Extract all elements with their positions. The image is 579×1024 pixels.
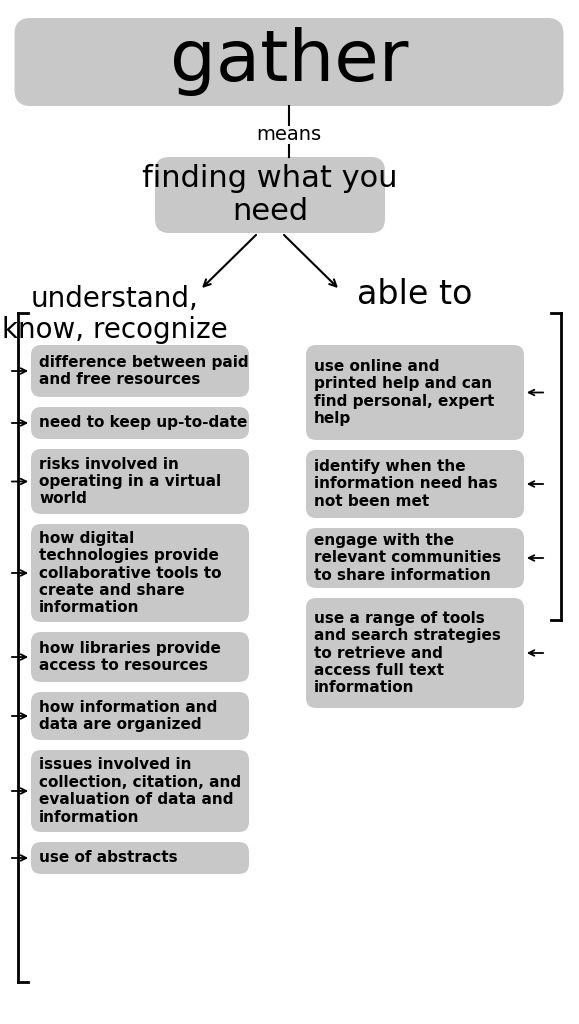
FancyBboxPatch shape	[31, 407, 249, 439]
Text: finding what you
need: finding what you need	[142, 164, 398, 226]
Text: risks involved in
operating in a virtual
world: risks involved in operating in a virtual…	[39, 457, 221, 507]
FancyBboxPatch shape	[306, 598, 524, 708]
Text: means: means	[256, 126, 321, 144]
Text: understand,
know, recognize: understand, know, recognize	[2, 285, 228, 344]
FancyBboxPatch shape	[14, 18, 563, 106]
Text: use of abstracts: use of abstracts	[39, 851, 178, 865]
Text: difference between paid
and free resources: difference between paid and free resourc…	[39, 354, 248, 387]
Text: how libraries provide
access to resources: how libraries provide access to resource…	[39, 641, 221, 673]
Text: engage with the
relevant communities
to share information: engage with the relevant communities to …	[314, 534, 501, 583]
FancyBboxPatch shape	[306, 345, 524, 440]
Text: use online and
printed help and can
find personal, expert
help: use online and printed help and can find…	[314, 358, 494, 426]
Text: use a range of tools
and search strategies
to retrieve and
access full text
info: use a range of tools and search strategi…	[314, 610, 501, 695]
FancyBboxPatch shape	[31, 750, 249, 831]
Text: issues involved in
collection, citation, and
evaluation of data and
information: issues involved in collection, citation,…	[39, 758, 241, 824]
FancyBboxPatch shape	[31, 842, 249, 874]
Text: how digital
technologies provide
collaborative tools to
create and share
informa: how digital technologies provide collabo…	[39, 530, 222, 615]
Text: gather: gather	[170, 28, 408, 96]
Text: how information and
data are organized: how information and data are organized	[39, 699, 217, 732]
FancyBboxPatch shape	[306, 450, 524, 518]
FancyBboxPatch shape	[31, 345, 249, 397]
FancyBboxPatch shape	[31, 449, 249, 514]
FancyBboxPatch shape	[155, 157, 385, 233]
FancyBboxPatch shape	[31, 632, 249, 682]
FancyBboxPatch shape	[31, 692, 249, 740]
Text: identify when the
information need has
not been met: identify when the information need has n…	[314, 459, 497, 509]
FancyBboxPatch shape	[31, 524, 249, 622]
FancyBboxPatch shape	[306, 528, 524, 588]
Text: need to keep up-to-date: need to keep up-to-date	[39, 416, 247, 430]
Text: able to: able to	[357, 278, 472, 311]
